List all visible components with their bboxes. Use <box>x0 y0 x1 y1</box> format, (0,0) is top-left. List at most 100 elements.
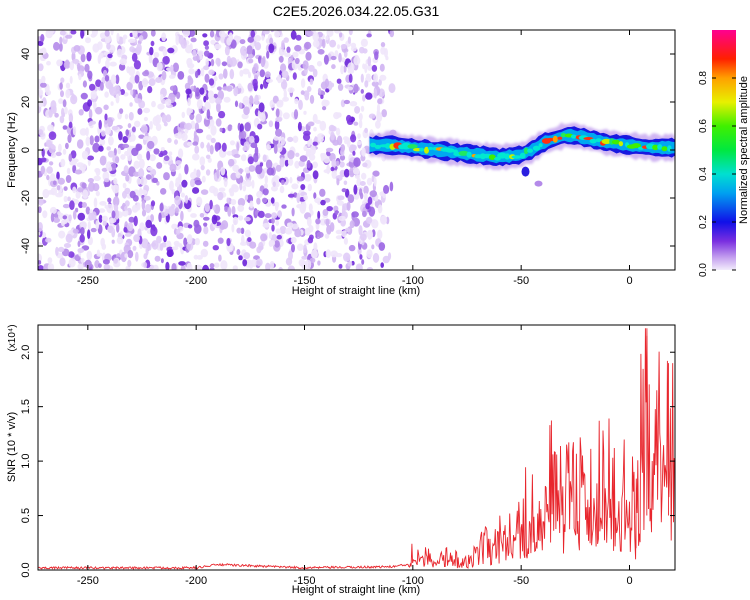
noise-speckle <box>256 197 261 205</box>
noise-speckle <box>203 40 210 47</box>
y-tick-label: 20 <box>20 96 32 108</box>
noise-speckle <box>144 69 149 75</box>
y-tick-label: -20 <box>20 190 32 206</box>
noise-speckle <box>264 175 268 185</box>
colorbar-gradient <box>712 30 736 270</box>
noise-speckle <box>335 229 343 235</box>
noise-speckle <box>354 106 361 114</box>
noise-speckle <box>114 209 120 220</box>
noise-speckle <box>335 160 340 167</box>
noise-region <box>38 30 397 270</box>
noise-speckle <box>69 61 75 71</box>
noise-speckle <box>57 177 65 185</box>
noise-speckle <box>174 207 179 214</box>
noise-speckle <box>237 204 245 212</box>
noise-speckle <box>165 114 172 123</box>
noise-speckle <box>248 95 254 106</box>
noise-speckle <box>204 203 210 213</box>
noise-speckle <box>55 246 59 256</box>
ridge-peak <box>661 146 668 152</box>
noise-speckle <box>355 263 363 270</box>
noise-speckle <box>268 43 275 54</box>
noise-speckle <box>338 263 343 269</box>
noise-speckle <box>229 190 235 197</box>
noise-speckle <box>181 111 186 119</box>
noise-speckle <box>72 210 77 220</box>
noise-speckle <box>184 123 190 130</box>
noise-speckle <box>336 178 340 186</box>
noise-speckle <box>337 83 344 91</box>
noise-speckle <box>210 39 216 45</box>
x-tick-label: -100 <box>402 275 424 287</box>
noise-speckle <box>106 146 111 151</box>
noise-speckle <box>306 86 312 92</box>
noise-speckle <box>85 127 89 137</box>
snr-ylabel: SNR (10 * v/v) <box>6 412 18 482</box>
noise-speckle <box>359 46 365 54</box>
noise-speckle <box>242 259 248 267</box>
noise-speckle <box>106 163 113 172</box>
noise-speckle <box>75 191 81 199</box>
noise-speckle <box>72 228 79 234</box>
noise-speckle <box>133 234 141 243</box>
noise-speckle <box>150 168 157 176</box>
noise-speckle <box>363 185 369 195</box>
noise-speckle <box>104 91 109 98</box>
noise-speckle <box>376 103 381 113</box>
noise-speckle <box>70 30 77 35</box>
ridge-peak <box>407 144 418 149</box>
noise-speckle <box>218 73 224 80</box>
noise-speckle <box>50 100 57 111</box>
noise-speckle <box>192 187 200 194</box>
noise-speckle <box>236 227 242 234</box>
ridge-spur <box>521 166 530 177</box>
noise-speckle <box>329 39 337 48</box>
noise-speckle <box>113 196 120 207</box>
noise-speckle <box>343 252 351 262</box>
noise-speckle <box>379 63 385 72</box>
noise-speckle <box>264 213 272 219</box>
noise-speckle <box>202 240 209 247</box>
noise-speckle <box>209 199 213 210</box>
x-tick-label: -150 <box>293 275 315 287</box>
noise-speckle <box>308 138 313 145</box>
noise-speckle <box>353 157 361 168</box>
spectrogram-x-ticks: -250 -200 -150 -100 -50 0 <box>77 30 633 287</box>
noise-speckle <box>192 141 199 146</box>
noise-speckle <box>262 154 267 162</box>
noise-speckle <box>243 216 251 222</box>
noise-speckle <box>289 176 293 184</box>
noise-speckle <box>124 187 131 195</box>
noise-speckle <box>325 35 329 41</box>
noise-speckle <box>279 49 286 56</box>
noise-speckle <box>143 107 151 114</box>
noise-speckle <box>226 238 231 247</box>
noise-speckle <box>262 188 269 196</box>
noise-speckle <box>62 99 67 108</box>
noise-speckle <box>201 175 206 183</box>
noise-speckle <box>143 136 150 141</box>
noise-speckle <box>116 32 120 42</box>
noise-speckle <box>163 155 170 161</box>
noise-speckle <box>378 78 382 86</box>
noise-speckle <box>168 151 173 156</box>
noise-speckle <box>174 133 182 139</box>
noise-speckle <box>294 160 300 169</box>
noise-speckle <box>38 63 44 72</box>
noise-speckle <box>310 145 316 155</box>
noise-speckle <box>174 139 178 145</box>
noise-speckle <box>361 172 367 180</box>
noise-speckle <box>65 89 71 99</box>
noise-speckle <box>302 60 309 70</box>
noise-speckle <box>340 144 346 152</box>
noise-speckle <box>91 211 97 221</box>
noise-speckle <box>38 265 45 270</box>
noise-speckle <box>180 210 184 222</box>
ridge-peak <box>511 155 522 159</box>
noise-speckle <box>56 59 63 67</box>
noise-speckle <box>175 228 181 235</box>
noise-speckle <box>297 121 302 132</box>
noise-speckle <box>103 69 108 77</box>
noise-speckle <box>38 260 42 265</box>
ridge-peak <box>384 143 392 149</box>
